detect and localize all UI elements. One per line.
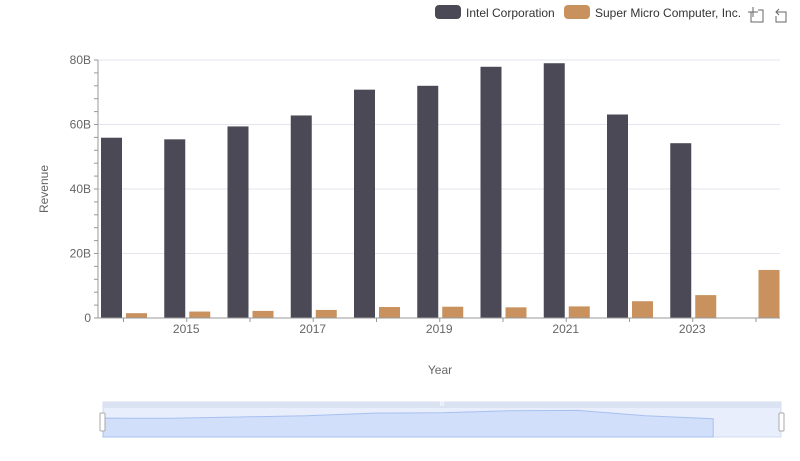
y-tick-label: 40B: [70, 182, 91, 196]
bar-smci-2022: [632, 301, 653, 318]
bar-smci-2016: [252, 310, 274, 318]
bar-smci-2021: [568, 306, 590, 318]
zoom-select-icon[interactable]: [748, 7, 764, 23]
bar-smci-2015: [189, 311, 211, 318]
bar-smci-2023: [695, 295, 717, 318]
bar-smci-2018: [379, 307, 400, 318]
data-zoom-slider[interactable]: III: [99, 401, 785, 438]
bar-smci-2017: [315, 309, 337, 318]
legend-swatch-intel: [435, 5, 461, 19]
bar-intel-2021: [543, 63, 565, 318]
zoom-reset-icon[interactable]: [775, 8, 787, 23]
bar-smci-2019: [442, 306, 464, 318]
bar-intel-2018: [354, 89, 375, 318]
bar-smci-2024: [758, 269, 780, 318]
x-tick-label: 2017: [299, 322, 326, 336]
bar-intel-2022: [607, 114, 628, 318]
x-tick-label: 2021: [552, 322, 579, 336]
bar-intel-2016: [227, 126, 249, 318]
y-tick-label: 60B: [70, 118, 91, 132]
y-axis-label: Revenue: [37, 165, 51, 213]
x-tick-label: 2015: [173, 322, 200, 336]
bar-intel-2017: [290, 115, 312, 318]
svg-text:III: III: [439, 402, 444, 408]
y-tick-label: 80B: [70, 53, 91, 67]
legend-label-smci: Super Micro Computer, Inc.: [595, 6, 741, 20]
bar-intel-2023: [670, 143, 692, 318]
legend-label-intel: Intel Corporation: [466, 6, 555, 20]
slider-handle-left[interactable]: [99, 412, 106, 432]
bar-smci-2014: [126, 313, 147, 318]
legend-swatch-smci: [564, 5, 590, 19]
x-tick-label: 2019: [426, 322, 453, 336]
x-tick-label: 2023: [679, 322, 706, 336]
bar-intel-2019: [417, 85, 439, 318]
bar-intel-2014: [101, 137, 122, 318]
y-tick-label: 20B: [70, 247, 91, 261]
slider-handle-right[interactable]: [778, 412, 785, 432]
bar-intel-2015: [164, 139, 186, 318]
x-axis-label: Year: [428, 363, 452, 377]
bar-intel-2020: [480, 66, 502, 319]
y-tick-label: 0: [84, 311, 91, 325]
bar-smci-2020: [505, 307, 527, 318]
